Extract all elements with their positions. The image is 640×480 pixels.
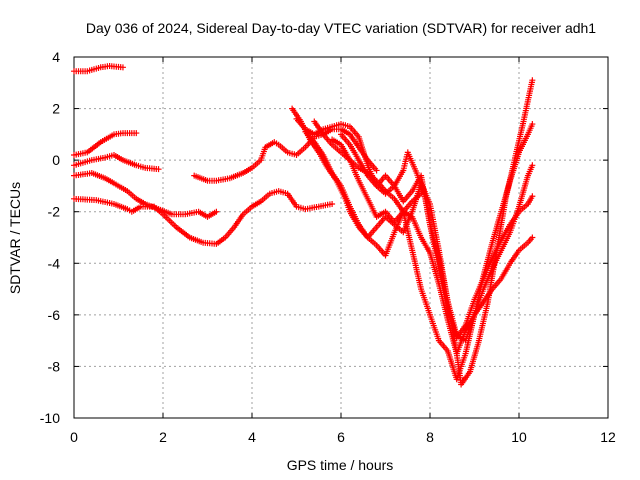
axis-ticks: 0 2 4 6 8 10 12 4 2 0 -2 -4 -6 -8 -10 bbox=[40, 49, 616, 445]
series-8 bbox=[293, 77, 536, 388]
x-tick-label: 8 bbox=[426, 429, 434, 445]
series-markers bbox=[71, 63, 126, 75]
y-tick-label: -2 bbox=[48, 204, 61, 220]
y-tick-label: -4 bbox=[48, 255, 61, 271]
x-tick-label: 2 bbox=[159, 429, 167, 445]
series-3 bbox=[71, 152, 162, 173]
x-tick-label: 10 bbox=[511, 429, 527, 445]
y-tick-label: -8 bbox=[48, 358, 61, 374]
series-markers bbox=[71, 152, 162, 173]
y-axis-label: SDTVAR / TECUs bbox=[7, 182, 23, 294]
y-tick-label: 0 bbox=[52, 152, 60, 168]
data-series bbox=[71, 63, 536, 388]
y-tick-label: 2 bbox=[52, 101, 60, 117]
chart-title: Day 036 of 2024, Sidereal Day-to-day VTE… bbox=[86, 20, 596, 36]
x-tick-label: 12 bbox=[600, 429, 616, 445]
x-axis-label: GPS time / hours bbox=[287, 457, 394, 473]
series-6 bbox=[191, 126, 380, 184]
series-markers bbox=[338, 131, 536, 342]
series-5 bbox=[71, 188, 336, 247]
x-tick-label: 4 bbox=[248, 429, 256, 445]
series-markers bbox=[71, 130, 140, 158]
x-tick-label: 6 bbox=[337, 429, 345, 445]
series-markers bbox=[191, 126, 380, 184]
y-tick-label: 4 bbox=[52, 49, 60, 65]
y-tick-label: -6 bbox=[48, 307, 61, 323]
series-markers bbox=[302, 128, 536, 344]
y-tick-label: -10 bbox=[40, 410, 60, 426]
x-tick-label: 0 bbox=[70, 429, 78, 445]
series-2 bbox=[71, 130, 140, 158]
series-markers bbox=[293, 77, 536, 388]
series-12 bbox=[338, 131, 536, 342]
series-markers bbox=[71, 188, 336, 247]
series-1 bbox=[71, 63, 126, 75]
series-10 bbox=[302, 128, 536, 344]
